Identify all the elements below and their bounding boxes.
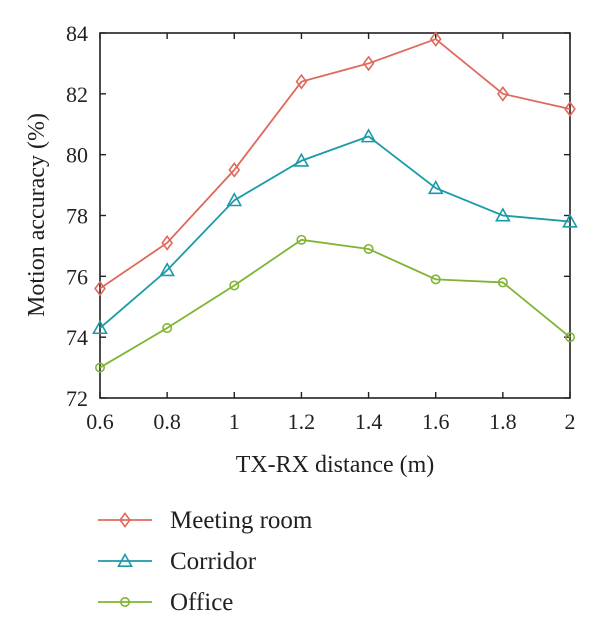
legend-label-office: Office (170, 589, 233, 616)
data-point-office (296, 234, 307, 245)
legend-item-meeting-room: Meeting room (98, 507, 313, 534)
x-tick-label: 0.6 (86, 409, 114, 434)
data-point-meeting-room (362, 55, 375, 72)
data-point-corridor (360, 128, 377, 143)
series-line-corridor (99, 135, 571, 329)
y-tick-label: 74 (66, 325, 88, 350)
data-point-office (564, 332, 575, 343)
legend-marker-office (120, 596, 131, 607)
x-tick-label: 1 (229, 409, 240, 434)
data-point-corridor (226, 192, 243, 207)
data-point-meeting-room (94, 280, 106, 297)
data-point-meeting-room (429, 31, 442, 47)
legend-item-corridor: Corridor (98, 548, 257, 575)
legend-marker-corridor (117, 552, 133, 568)
data-point-office (162, 323, 173, 334)
y-tick-label: 72 (66, 386, 88, 411)
data-point-meeting-room (295, 73, 308, 90)
data-point-office (95, 362, 106, 373)
data-point-corridor (92, 319, 108, 335)
data-point-office (229, 280, 240, 291)
x-tick-label: 1.6 (422, 409, 450, 434)
series-office (95, 234, 575, 373)
data-point-meeting-room (161, 235, 174, 251)
data-point-meeting-room (228, 162, 241, 178)
y-tick-label: 84 (66, 21, 88, 46)
data-point-corridor (494, 207, 511, 222)
x-tick-label: 1.4 (355, 409, 383, 434)
data-point-corridor (159, 262, 176, 277)
legend-label-corridor: Corridor (170, 548, 257, 575)
data-point-corridor (427, 179, 444, 195)
data-point-office (430, 274, 441, 285)
legend: Meeting room Corridor Office (98, 507, 313, 616)
legend-item-office: Office (98, 589, 233, 616)
series-line-meeting-room (99, 38, 571, 290)
series-line-office (99, 238, 571, 369)
x-tick-label: 2 (565, 409, 576, 434)
series-corridor (92, 128, 578, 335)
x-tick-label: 1.2 (288, 409, 316, 434)
x-tick-label: 0.8 (153, 409, 181, 434)
y-tick-label: 80 (66, 143, 88, 168)
y-tick-label: 82 (66, 82, 88, 107)
x-axis: 0.6 0.8 1 1.2 1.4 1.6 1.8 2 (86, 33, 576, 434)
y-tick-label: 78 (66, 204, 88, 229)
data-point-meeting-room (564, 101, 576, 117)
y-axis-label: Motion accuracy (%) (24, 113, 50, 317)
data-point-corridor (293, 152, 310, 167)
data-point-office (363, 243, 374, 254)
legend-label-meeting-room: Meeting room (170, 507, 313, 534)
x-tick-label: 1.8 (489, 409, 517, 434)
legend-marker-meeting-room (119, 512, 131, 528)
x-axis-label: TX-RX distance (m) (236, 452, 435, 478)
data-point-meeting-room (496, 86, 509, 102)
data-point-office (497, 277, 508, 288)
y-tick-label: 76 (66, 264, 88, 289)
y-axis: 72 74 76 78 80 82 84 (66, 21, 570, 411)
series-meeting-room (94, 31, 576, 297)
series-layer (92, 31, 578, 373)
data-point-corridor (562, 213, 578, 228)
